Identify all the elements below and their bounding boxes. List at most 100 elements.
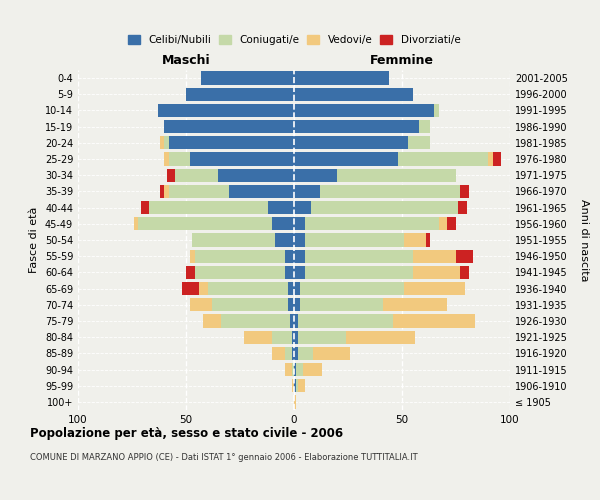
Bar (413, 266, 460, 279)
Bar (313, 346, 350, 360)
Text: Popolazione per età, sesso e stato civile - 2006: Popolazione per età, sesso e stato civil… (30, 428, 343, 440)
Bar (149, 201, 268, 214)
Bar (394, 314, 475, 328)
Bar (140, 201, 149, 214)
Bar (493, 152, 502, 166)
Bar (134, 217, 139, 230)
Bar (294, 201, 311, 214)
Bar (160, 185, 164, 198)
Bar (203, 314, 221, 328)
Bar (294, 363, 296, 376)
Bar (294, 346, 298, 360)
Bar (294, 168, 337, 182)
Bar (298, 314, 394, 328)
Bar (302, 363, 322, 376)
Bar (164, 136, 169, 149)
Bar (190, 250, 194, 263)
Bar (164, 120, 294, 134)
Bar (190, 298, 212, 312)
Bar (294, 217, 305, 230)
Y-axis label: Fasce di età: Fasce di età (29, 207, 39, 273)
Text: Maschi: Maschi (161, 54, 211, 66)
Legend: Celibi/Nubili, Coniugati/e, Vedovi/e, Divorziati/e: Celibi/Nubili, Coniugati/e, Vedovi/e, Di… (124, 31, 464, 50)
Bar (175, 168, 218, 182)
Bar (434, 104, 439, 117)
Bar (272, 346, 286, 360)
Bar (296, 363, 302, 376)
Bar (164, 152, 169, 166)
Bar (488, 152, 493, 166)
Bar (218, 168, 294, 182)
Bar (158, 104, 294, 117)
Bar (244, 330, 272, 344)
Bar (286, 346, 292, 360)
Bar (292, 363, 294, 376)
Bar (456, 250, 473, 263)
Text: Femmine: Femmine (370, 54, 434, 66)
Bar (169, 152, 190, 166)
Bar (305, 250, 413, 263)
Bar (186, 88, 294, 101)
Bar (320, 185, 460, 198)
Bar (460, 266, 469, 279)
Bar (294, 266, 305, 279)
Bar (298, 379, 305, 392)
Bar (294, 72, 389, 85)
Bar (305, 217, 439, 230)
Bar (294, 282, 301, 295)
Bar (272, 330, 292, 344)
Bar (194, 266, 286, 279)
Bar (272, 217, 294, 230)
Bar (292, 346, 294, 360)
Bar (169, 185, 229, 198)
Bar (305, 234, 404, 246)
Text: COMUNE DI MARZANO APPIO (CE) - Dati ISTAT 1° gennaio 2006 - Elaborazione TUTTITA: COMUNE DI MARZANO APPIO (CE) - Dati ISTA… (30, 452, 418, 462)
Bar (190, 152, 294, 166)
Bar (212, 298, 287, 312)
Bar (311, 201, 458, 214)
Bar (294, 314, 298, 328)
Bar (294, 88, 413, 101)
Bar (292, 379, 294, 392)
Bar (439, 217, 448, 230)
Bar (296, 379, 298, 392)
Bar (193, 234, 275, 246)
Bar (287, 282, 294, 295)
Bar (290, 314, 294, 328)
Bar (301, 298, 383, 312)
Bar (286, 266, 294, 279)
Bar (398, 152, 488, 166)
Bar (404, 282, 464, 295)
Bar (409, 136, 430, 149)
Bar (164, 185, 169, 198)
Bar (404, 234, 426, 246)
Bar (294, 120, 419, 134)
Bar (301, 282, 404, 295)
Bar (194, 250, 286, 263)
Bar (208, 282, 287, 295)
Bar (337, 168, 456, 182)
Bar (294, 185, 320, 198)
Bar (294, 136, 409, 149)
Bar (199, 282, 208, 295)
Bar (201, 72, 294, 85)
Bar (426, 234, 430, 246)
Bar (286, 250, 294, 263)
Bar (292, 330, 294, 344)
Bar (419, 120, 430, 134)
Bar (458, 201, 467, 214)
Bar (294, 234, 305, 246)
Bar (268, 201, 294, 214)
Bar (346, 330, 415, 344)
Bar (298, 330, 346, 344)
Y-axis label: Anni di nascita: Anni di nascita (578, 198, 589, 281)
Bar (160, 136, 164, 149)
Bar (294, 330, 298, 344)
Bar (287, 298, 294, 312)
Bar (229, 185, 294, 198)
Bar (182, 282, 199, 295)
Bar (413, 250, 456, 263)
Bar (286, 363, 292, 376)
Bar (139, 217, 272, 230)
Bar (221, 314, 290, 328)
